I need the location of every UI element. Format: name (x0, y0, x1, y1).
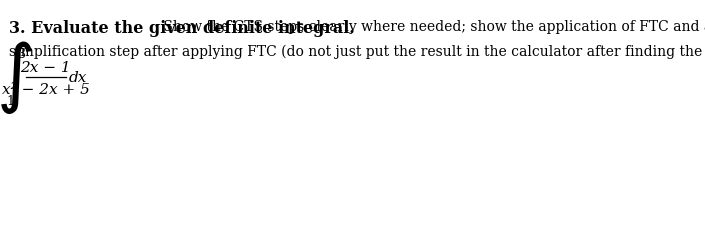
Text: $\int$: $\int$ (0, 39, 33, 116)
Text: 3. Evaluate the given definite integral.: 3. Evaluate the given definite integral. (9, 20, 355, 37)
Text: Show the CTS steps clearly where needed; show the application of FTC and at leas: Show the CTS steps clearly where needed;… (159, 20, 705, 34)
Text: 1: 1 (6, 95, 14, 108)
Text: dx: dx (69, 71, 87, 85)
Text: x² − 2x + 5: x² − 2x + 5 (2, 83, 90, 97)
Text: simplification step after applying FTC (do not just put the result in the calcul: simplification step after applying FTC (… (9, 45, 705, 59)
Text: 2x − 1: 2x − 1 (20, 61, 71, 75)
Text: 3: 3 (18, 48, 25, 61)
